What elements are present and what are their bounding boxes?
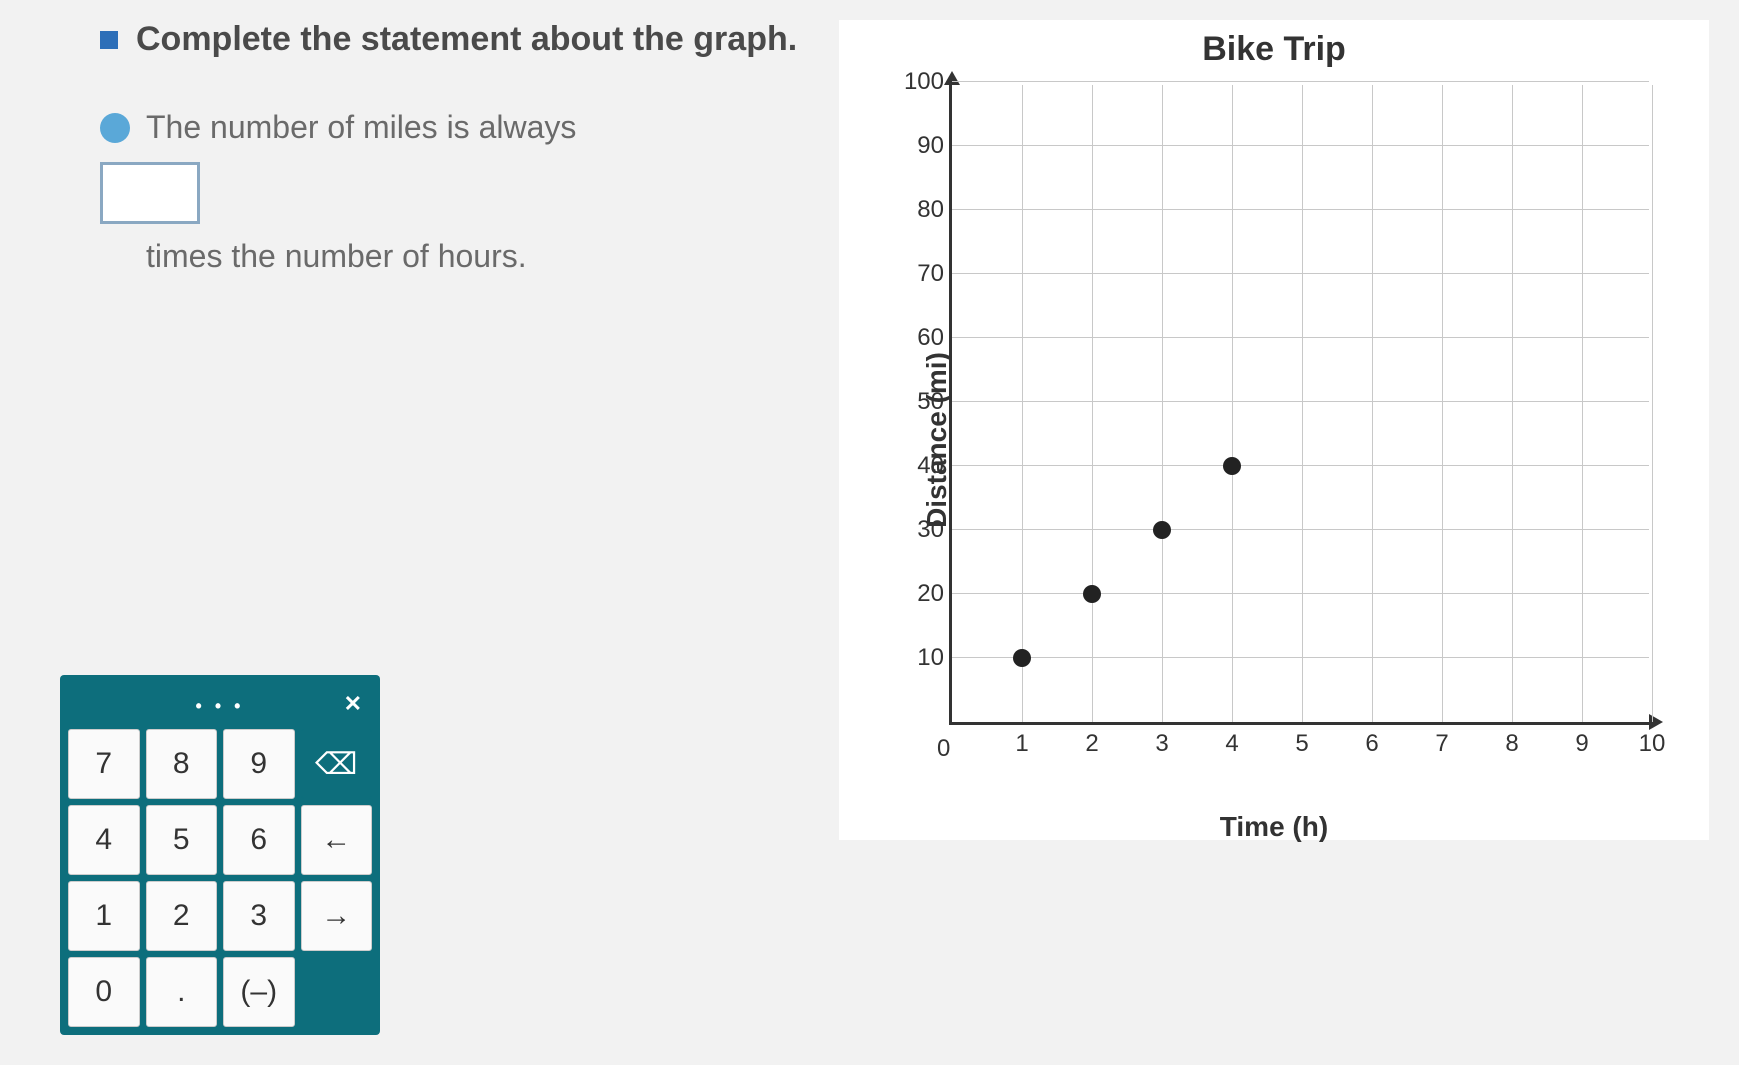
gridline-horizontal xyxy=(952,529,1649,530)
audio-play-icon[interactable] xyxy=(100,113,130,143)
statement-prefix: The number of miles is always xyxy=(146,109,576,146)
y-tick-label: 50 xyxy=(917,388,944,416)
key-backspace[interactable]: ⌫ xyxy=(301,729,373,799)
y-tick-label: 70 xyxy=(917,260,944,288)
gridline-horizontal xyxy=(952,209,1649,210)
key-digit-7[interactable]: 7 xyxy=(68,729,140,799)
gridline-horizontal xyxy=(952,401,1649,402)
x-tick-label: 4 xyxy=(1225,730,1238,758)
gridline-vertical xyxy=(1442,85,1443,722)
gridline-horizontal xyxy=(952,593,1649,594)
gridline-vertical xyxy=(1092,85,1093,722)
gridline-horizontal xyxy=(952,145,1649,146)
gridline-horizontal xyxy=(952,337,1649,338)
y-tick-label: 60 xyxy=(917,324,944,352)
y-tick-label: 40 xyxy=(917,452,944,480)
keypad-close-icon[interactable]: ✕ xyxy=(344,691,362,717)
key-digit-1[interactable]: 1 xyxy=(68,881,140,951)
x-tick-label: 3 xyxy=(1155,730,1168,758)
keypad-header[interactable]: • • • ✕ xyxy=(68,683,372,729)
data-point xyxy=(1153,521,1171,539)
gridline-vertical xyxy=(1022,85,1023,722)
x-tick-label: 7 xyxy=(1435,730,1448,758)
gridline-vertical xyxy=(1512,85,1513,722)
statement-suffix: times the number of hours. xyxy=(146,238,527,275)
gridline-vertical xyxy=(1302,85,1303,722)
gridline-vertical xyxy=(1582,85,1583,722)
gridline-vertical xyxy=(1162,85,1163,722)
chart-title: Bike Trip xyxy=(859,30,1689,69)
chart-plot-area: 12345678910102030405060708090100 xyxy=(949,85,1649,725)
y-axis-arrow-icon xyxy=(944,71,960,85)
numeric-keypad: • • • ✕ 789⌫ 456← 123→ 0.(–) xyxy=(60,675,380,1035)
key-negate[interactable]: (–) xyxy=(223,957,295,1027)
chart-body: Distance (mi) 12345678910102030405060708… xyxy=(869,75,1689,805)
y-tick-label: 30 xyxy=(917,516,944,544)
chart-x-axis-label: Time (h) xyxy=(859,811,1689,843)
key-digit-5[interactable]: 5 xyxy=(146,805,218,875)
keypad-drag-handle-icon[interactable]: • • • xyxy=(196,696,245,717)
gridline-horizontal xyxy=(952,465,1649,466)
gridline-vertical xyxy=(1372,85,1373,722)
key-digit-4[interactable]: 4 xyxy=(68,805,140,875)
gridline-vertical xyxy=(1652,85,1653,722)
gridline-horizontal xyxy=(952,657,1649,658)
key-digit-8[interactable]: 8 xyxy=(146,729,218,799)
key-digit-6[interactable]: 6 xyxy=(223,805,295,875)
gridline-horizontal xyxy=(952,273,1649,274)
key-digit-2[interactable]: 2 xyxy=(146,881,218,951)
x-tick-label: 8 xyxy=(1505,730,1518,758)
key-left[interactable]: ← xyxy=(301,805,373,875)
data-point xyxy=(1083,585,1101,603)
data-point xyxy=(1013,649,1031,667)
y-tick-label: 20 xyxy=(917,580,944,608)
instruction-text: Complete the statement about the graph. xyxy=(136,20,797,59)
chart-origin-label: 0 xyxy=(937,735,950,763)
x-tick-label: 9 xyxy=(1575,730,1588,758)
y-tick-label: 10 xyxy=(917,644,944,672)
key-decimal[interactable]: . xyxy=(146,957,218,1027)
x-tick-label: 5 xyxy=(1295,730,1308,758)
instruction-bullet-icon xyxy=(100,31,118,49)
x-tick-label: 1 xyxy=(1015,730,1028,758)
x-tick-label: 2 xyxy=(1085,730,1098,758)
key-digit-0[interactable]: 0 xyxy=(68,957,140,1027)
key-digit-3[interactable]: 3 xyxy=(223,881,295,951)
gridline-vertical xyxy=(1232,85,1233,722)
y-tick-label: 100 xyxy=(904,68,944,96)
statement-block: The number of miles is always times the … xyxy=(100,109,660,275)
x-tick-label: 10 xyxy=(1639,730,1666,758)
gridline-horizontal xyxy=(952,81,1649,82)
chart-panel: Bike Trip Distance (mi) 1234567891010203… xyxy=(839,20,1709,840)
key-right[interactable]: → xyxy=(301,881,373,951)
y-tick-label: 80 xyxy=(917,196,944,224)
y-tick-label: 90 xyxy=(917,132,944,160)
x-tick-label: 6 xyxy=(1365,730,1378,758)
data-point xyxy=(1223,457,1241,475)
lesson-page: Complete the statement about the graph. … xyxy=(0,0,1739,1065)
answer-input[interactable] xyxy=(100,162,200,224)
key-digit-9[interactable]: 9 xyxy=(223,729,295,799)
